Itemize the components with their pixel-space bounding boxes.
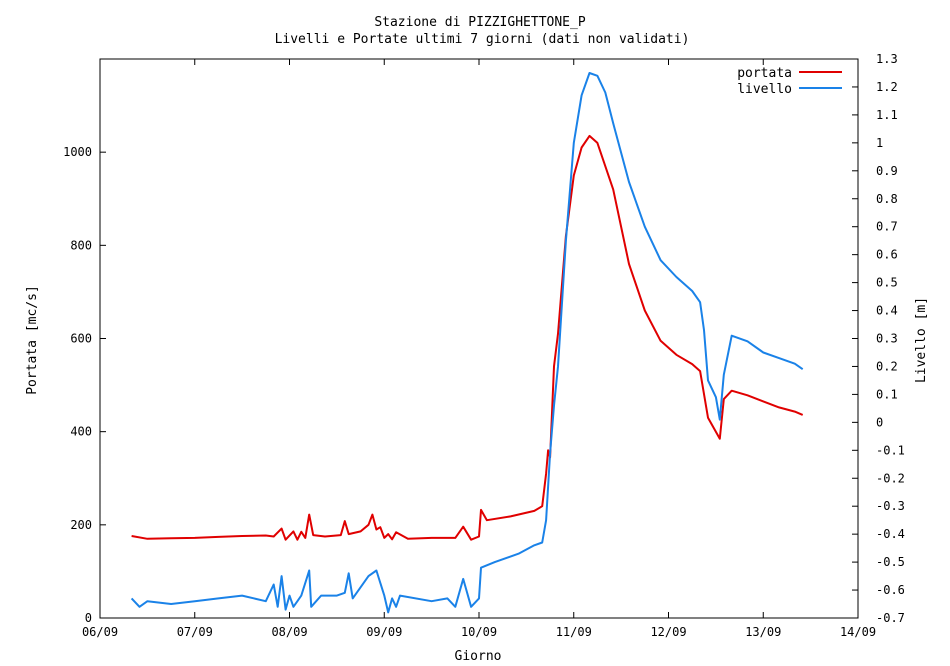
y2-tick-label: -0.7 [876,611,905,625]
y2-tick-label: 0.8 [876,192,898,206]
y2-tick-label: 0.3 [876,332,898,346]
y-tick-label: 1000 [63,145,92,159]
y2-tick-label: 0.1 [876,387,898,401]
y2-tick-label: 1 [876,136,883,150]
x-axis: 06/09 07/09 08/09 09/09 10/09 11/09 12/09 13/09… [82,59,876,639]
y2-tick-label: 0.7 [876,220,898,234]
y2-tick-label: 0.2 [876,359,898,373]
series-line-livello [130,72,804,614]
y2-tick-label: 0 [876,415,883,429]
series-layer [130,72,804,614]
y-tick-label: 400 [70,425,92,439]
x-tick-label: 11/09 [556,625,592,639]
chart-title: Stazione di PIZZIGHETTONE_P [374,15,585,30]
left-y-axis-label: Portata [mc/s] [25,285,40,395]
left-y-axis: 0 200 400 600 800 1000 [63,145,106,625]
y2-tick-label: -0.2 [876,471,905,485]
y-tick-label: 200 [70,518,92,532]
y2-tick-label: 0.6 [876,248,898,262]
x-axis-label: Giorno [455,649,502,664]
x-tick-label: 10/09 [461,625,497,639]
y-tick-label: 0 [85,611,92,625]
y2-tick-label: 1.1 [876,108,898,122]
y2-tick-label: 0.4 [876,304,898,318]
y2-tick-label: -0.5 [876,555,905,569]
y-tick-label: 800 [70,238,92,252]
x-tick-label: 14/09 [840,625,876,639]
y2-tick-label: 1.3 [876,52,898,66]
y2-tick-label: 0.9 [876,164,898,178]
x-tick-label: 06/09 [82,625,118,639]
chart-subtitle: Livelli e Portate ultimi 7 giorni (dati … [275,32,690,47]
y2-tick-label: -0.1 [876,443,905,457]
legend-label-livello: livello [737,82,792,97]
y-tick-label: 600 [70,332,92,346]
legend: portata livello [737,66,842,97]
y2-tick-label: 1.2 [876,80,898,94]
legend-label-portata: portata [737,66,792,81]
x-tick-label: 09/09 [366,625,402,639]
right-y-axis: -0.7 -0.6 -0.5 -0.4 -0.3 -0.2 -0.1 0 0.1 0.2 0.3 0.… [852,52,905,625]
y2-tick-label: -0.6 [876,583,905,597]
x-tick-label: 07/09 [177,625,213,639]
y2-tick-label: -0.4 [876,527,905,541]
right-y-axis-label: Livello [m] [914,297,929,383]
x-tick-label: 13/09 [745,625,781,639]
y2-tick-label: -0.3 [876,499,905,513]
series-line-portata [131,134,804,541]
y2-tick-label: 0.5 [876,276,898,290]
x-tick-label: 08/09 [271,625,307,639]
x-tick-label: 12/09 [650,625,686,639]
